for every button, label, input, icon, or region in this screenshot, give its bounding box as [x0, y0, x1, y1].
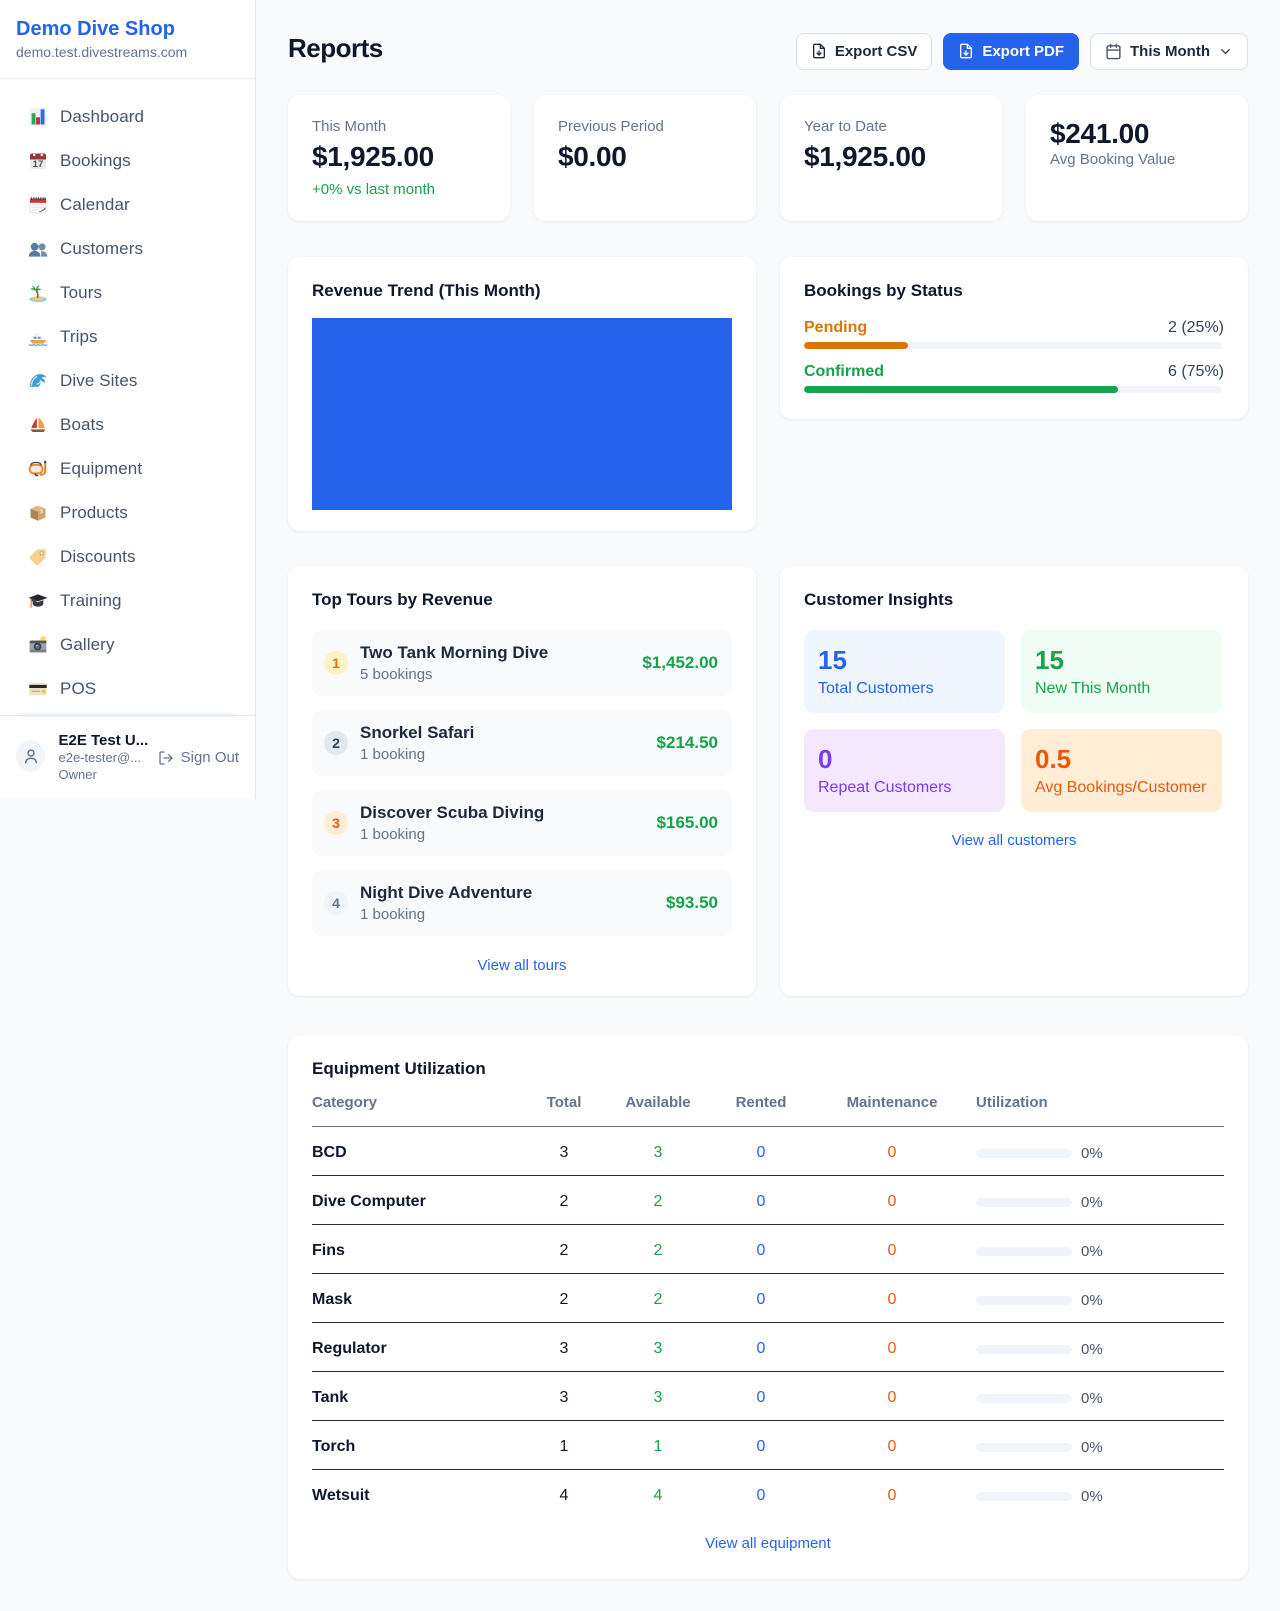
svg-text:17: 17 [33, 159, 44, 170]
